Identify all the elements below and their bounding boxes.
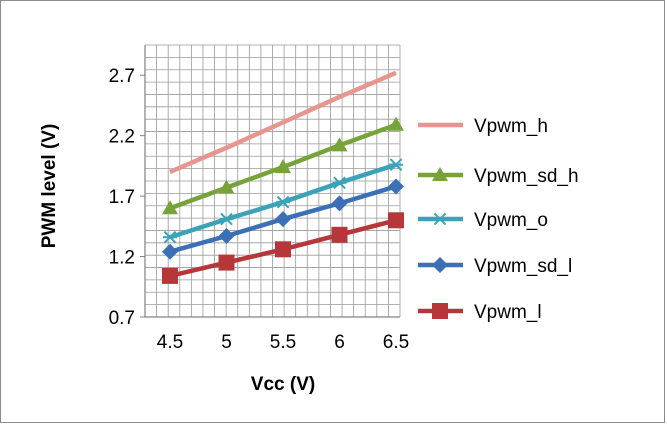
data-point-Vpwm_l xyxy=(218,254,235,271)
legend-marker-Vpwm_sd_h xyxy=(432,167,448,181)
data-point-Vpwm_l xyxy=(388,212,404,229)
tick-labels: 0.7 1.2 1.7 2.2 2.7 4.5 5 5.5 6 6.5 xyxy=(109,66,410,353)
legend-label: Vpwm_sd_l xyxy=(474,256,572,277)
data-point-Vpwm_o xyxy=(219,212,234,226)
data-point-Vpwm_l xyxy=(275,241,291,258)
legend: Vpwm_h Vpwm_sd_h Vpwm_o Vpwm_sd_l Vpwm_l xyxy=(418,116,579,323)
y-tick-label: 1.7 xyxy=(109,187,135,208)
x-tick-label: 5.5 xyxy=(270,332,296,353)
legend-marker-Vpwm_sd_l xyxy=(432,257,448,273)
x-tick-label: 6 xyxy=(334,332,345,353)
data-point-Vpwm_l xyxy=(331,226,348,243)
data-point-Vpwm_o xyxy=(163,230,177,244)
data-point-Vpwm_sd_l xyxy=(331,195,348,212)
data-point-Vpwm_o xyxy=(276,195,290,209)
x-tick-label: 4.5 xyxy=(157,332,183,353)
data-point-Vpwm_sd_h xyxy=(388,116,404,131)
legend-label: Vpwm_l xyxy=(474,302,542,323)
legend-marker-Vpwm_o xyxy=(433,212,447,226)
data-point-Vpwm_sd_h xyxy=(275,159,291,174)
data-point-Vpwm_o xyxy=(332,176,347,190)
x-tick-label: 5 xyxy=(221,332,232,353)
series-lines xyxy=(162,70,404,284)
legend-label: Vpwm_h xyxy=(474,116,548,137)
y-tick-label: 2.7 xyxy=(109,66,135,87)
legend-marker-Vpwm_l xyxy=(432,303,448,319)
y-tick-label: 1.2 xyxy=(109,248,135,269)
data-point-Vpwm_sd_h xyxy=(331,137,348,152)
x-tick-label: 6.5 xyxy=(383,332,409,353)
data-point-Vpwm_o xyxy=(389,158,403,171)
series-line-Vpwm_h xyxy=(169,70,397,175)
data-point-Vpwm_sd_l xyxy=(275,211,291,228)
data-point-Vpwm_sd_l xyxy=(162,243,178,260)
y-axis-title: PWM level (V) xyxy=(39,124,60,249)
y-tick-label: 0.7 xyxy=(109,308,135,329)
data-point-Vpwm_sd_l xyxy=(218,228,235,245)
data-point-Vpwm_sd_h xyxy=(218,179,235,194)
data-point-Vpwm_sd_h xyxy=(162,200,178,215)
axes xyxy=(140,45,400,318)
data-point-Vpwm_sd_l xyxy=(388,178,404,195)
data-point-Vpwm_l xyxy=(162,267,178,284)
x-axis-title: Vcc (V) xyxy=(251,374,315,395)
y-tick-label: 2.2 xyxy=(109,127,135,148)
legend-label: Vpwm_o xyxy=(474,210,548,231)
legend-label: Vpwm_sd_h xyxy=(474,166,579,187)
